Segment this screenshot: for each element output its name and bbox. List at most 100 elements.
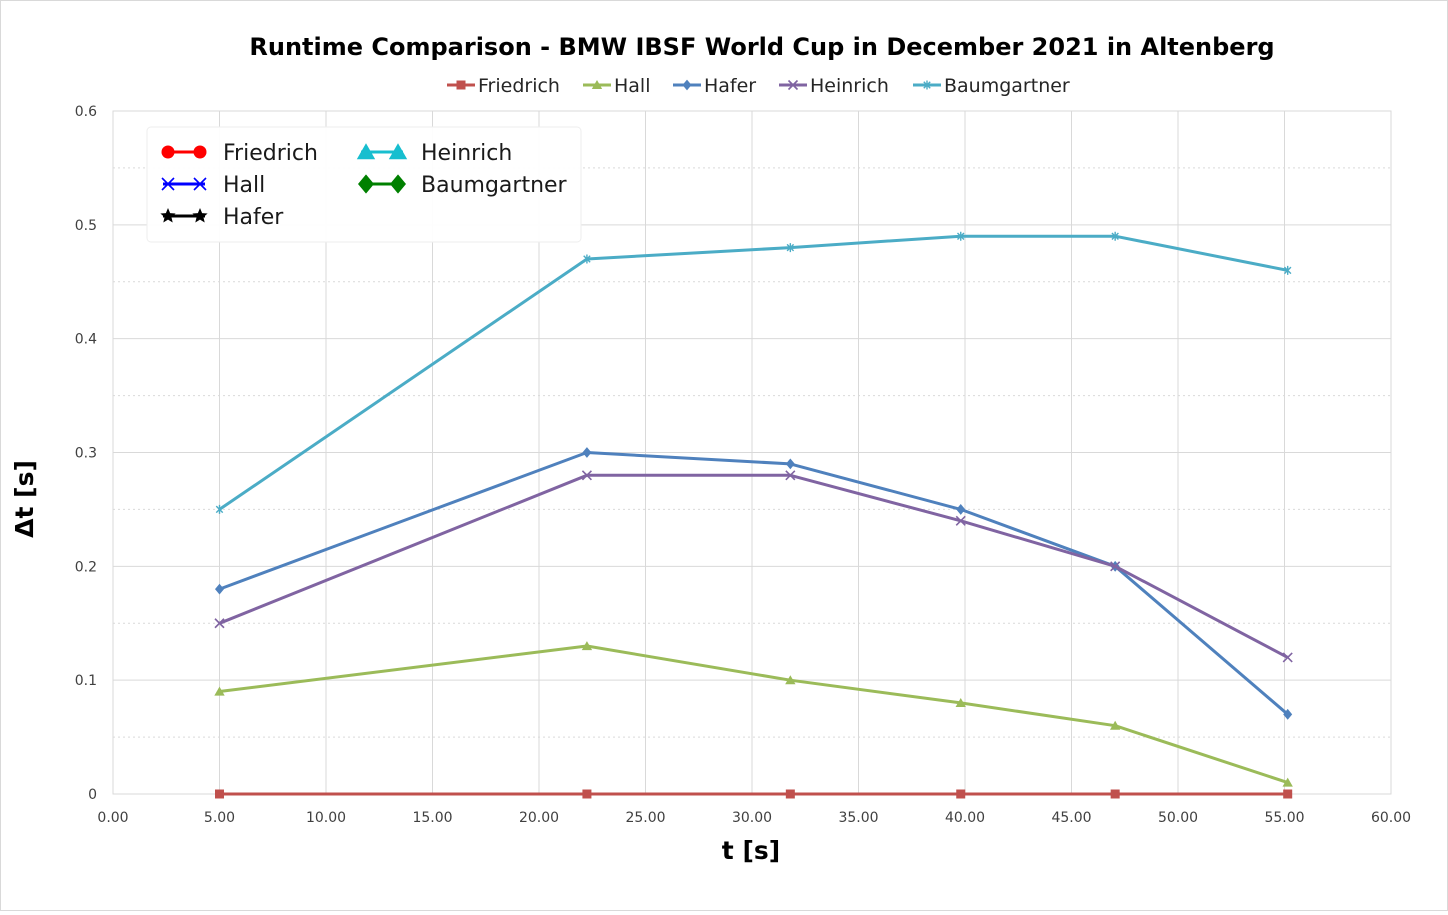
series-baumgartner	[215, 231, 1292, 514]
top-legend-marker	[591, 80, 603, 90]
x-tick-label: 45.00	[1051, 810, 1091, 826]
data-point-baumgartner	[583, 254, 591, 264]
top-legend-item-friedrich: Friedrich	[447, 75, 560, 97]
data-point-hall	[1282, 777, 1293, 787]
data-point-hall	[214, 686, 225, 696]
series-friedrich	[215, 789, 1293, 799]
top-legend-item-hall: Hall	[583, 75, 651, 97]
inset-legend: Friedrich Hall Hafer Heinrich Baumgartner	[146, 126, 582, 243]
top-legend-marker	[456, 80, 466, 90]
data-point-hall	[955, 697, 966, 707]
data-point-heinrich	[581, 470, 592, 481]
inset-legend-item-hafer: Hafer	[160, 205, 284, 230]
inset-legend-marker	[193, 177, 207, 191]
top-legend-marker	[787, 79, 799, 91]
x-tick-label: 55.00	[1264, 810, 1304, 826]
data-point-baumgartner	[786, 243, 795, 253]
x-tick-label: 25.00	[625, 810, 665, 826]
y-axis-label: Δt [s]	[10, 460, 39, 538]
inset-legend-item-baumgartner: Baumgartner	[358, 173, 568, 198]
inset-legend-marker	[160, 208, 176, 223]
data-point-heinrich	[214, 618, 225, 629]
data-point-hall	[581, 641, 593, 651]
x-tick-label: 40.00	[945, 810, 985, 826]
chart-title: Runtime Comparison - BMW IBSF World Cup …	[249, 33, 1274, 61]
data-point-hafer	[582, 447, 592, 458]
y-tick-label: 0.3	[75, 446, 97, 462]
inset-legend-item-friedrich: Friedrich	[161, 141, 318, 166]
inset-legend-marker	[192, 208, 208, 223]
top-legend-label: Heinrich	[810, 75, 889, 97]
x-tick-label: 15.00	[412, 810, 452, 826]
data-point-heinrich	[955, 515, 966, 526]
top-legend: Friedrich Hall Hafer Heinrich Baumgartner	[447, 75, 1070, 97]
top-legend-marker	[682, 79, 692, 91]
inset-legend-label: Hall	[223, 173, 265, 198]
inset-legend-marker	[358, 174, 374, 194]
top-legend-label: Baumgartner	[944, 75, 1070, 97]
x-tick-label: 0.00	[97, 810, 128, 826]
y-tick-label: 0.2	[75, 559, 97, 575]
inset-legend-marker	[161, 145, 175, 159]
x-tick-label: 5.00	[204, 810, 235, 826]
inset-legend-marker	[388, 143, 408, 160]
x-tick-label: 10.00	[306, 810, 346, 826]
top-legend-item-hafer: Hafer	[673, 75, 756, 97]
y-tick-label: 0.1	[75, 673, 97, 689]
x-tick-label: 50.00	[1158, 810, 1198, 826]
data-point-friedrich	[956, 789, 966, 799]
inset-legend-marker	[390, 174, 406, 194]
series-heinrich	[214, 470, 1293, 663]
series-line-baumgartner	[218, 234, 1288, 511]
top-legend-marker	[923, 80, 931, 90]
inset-legend-marker	[161, 177, 175, 191]
data-point-friedrich	[785, 789, 795, 799]
inset-legend-item-hall: Hall	[161, 173, 265, 198]
top-legend-label: Hall	[614, 75, 651, 97]
data-point-hafer	[1283, 708, 1293, 720]
data-point-friedrich	[215, 789, 224, 799]
data-point-friedrich	[1283, 789, 1293, 799]
y-tick-label: 0.5	[75, 218, 97, 234]
x-tick-label: 20.00	[519, 810, 559, 826]
data-point-hafer	[215, 583, 224, 595]
data-point-baumgartner	[1111, 231, 1119, 241]
top-legend-item-baumgartner: Baumgartner	[913, 75, 1070, 97]
series-layer	[214, 231, 1293, 799]
x-tick-label: 60.00	[1371, 810, 1411, 826]
y-tick-label: 0.6	[75, 104, 97, 120]
x-axis-label: t [s]	[722, 836, 780, 865]
x-tick-label: 30.00	[732, 810, 772, 826]
inset-legend-label: Hafer	[223, 205, 284, 230]
data-point-hall	[785, 675, 796, 685]
data-point-baumgartner	[957, 231, 965, 241]
inset-legend-label: Baumgartner	[421, 173, 568, 198]
series-hafer	[215, 447, 1293, 720]
series-hall	[214, 641, 1293, 787]
data-point-baumgartner	[1283, 265, 1292, 275]
tick-labels: 0.00 5.00 10.00 15.00 20.00 25.00 30.00 35.00 40…	[75, 104, 1411, 826]
y-tick-label: 0.4	[75, 332, 97, 348]
top-legend-label: Hafer	[704, 75, 756, 97]
inset-legend-label: Heinrich	[421, 141, 512, 166]
y-tick-label: 0	[88, 787, 97, 803]
data-point-friedrich	[1110, 789, 1120, 799]
inset-legend-label: Friedrich	[223, 141, 318, 166]
data-point-heinrich	[1282, 652, 1293, 663]
x-tick-label: 35.00	[838, 810, 878, 826]
inset-legend-item-heinrich: Heinrich	[356, 141, 512, 166]
data-point-hafer	[785, 458, 795, 470]
data-point-baumgartner	[215, 504, 224, 514]
top-legend-label: Friedrich	[478, 75, 560, 97]
data-point-heinrich	[1110, 561, 1121, 572]
series-line-heinrich	[218, 473, 1289, 659]
inset-legend-marker	[193, 145, 207, 159]
data-point-hafer	[956, 504, 966, 515]
series-line-hafer	[218, 451, 1289, 716]
data-point-hall	[1109, 720, 1121, 730]
series-line-hall	[219, 644, 1289, 785]
inset-legend-marker	[356, 143, 376, 160]
data-point-friedrich	[582, 789, 592, 799]
